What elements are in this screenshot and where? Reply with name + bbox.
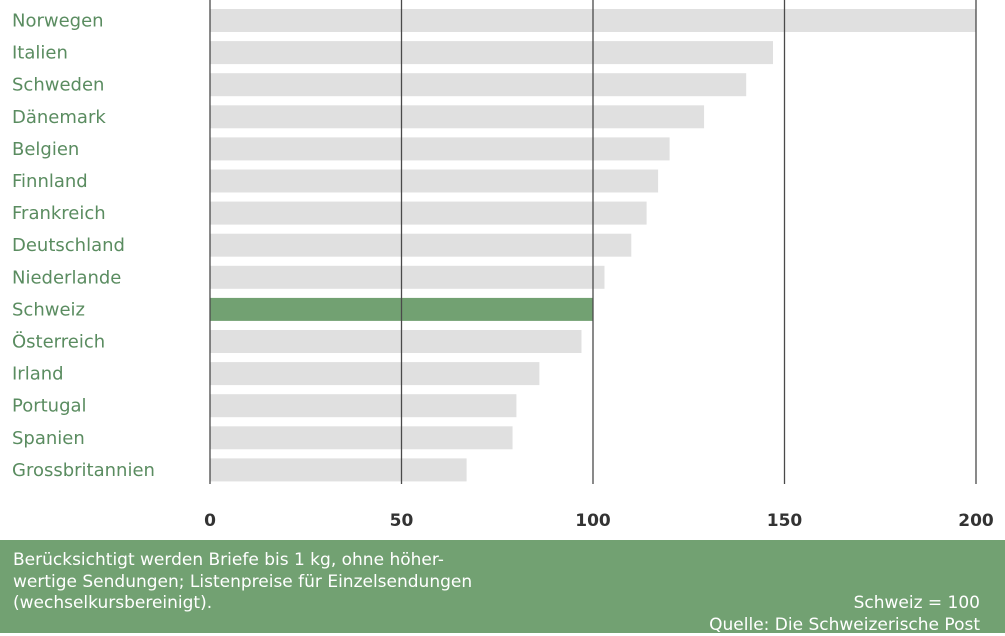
category-label: Dänemark — [12, 107, 106, 128]
bar-belgien — [210, 137, 670, 160]
x-tick-label: 100 — [575, 511, 611, 531]
bar-frankreich — [210, 202, 647, 225]
bar-dänemark — [210, 105, 704, 128]
footer-note-line: Berücksichtigt werden Briefe bis 1 kg, o… — [13, 550, 573, 572]
category-labels-layer: Norwegen Italien Schweden Dänemark Belgien Fi… — [12, 11, 155, 481]
x-tick-label: 0 — [204, 511, 216, 531]
x-tick-label: 150 — [767, 511, 803, 531]
category-label: Belgien — [12, 139, 79, 160]
footer-right: Schweiz = 100 Quelle: Die Schweizerische… — [709, 593, 980, 636]
index-label: Schweiz = 100 — [709, 593, 980, 615]
category-label: Schweiz — [12, 299, 85, 320]
category-label: Deutschland — [12, 235, 125, 256]
category-label: Finnland — [12, 171, 88, 192]
bar-grossbritannien — [210, 458, 467, 481]
bar-italien — [210, 41, 773, 64]
category-label: Portugal — [12, 396, 87, 417]
x-tick-label: 50 — [390, 511, 414, 531]
bar-spanien — [210, 426, 513, 449]
bar-schweden — [210, 73, 746, 96]
tick-labels-layer: 0 50 100 150 200 — [204, 511, 994, 531]
bar-finnland — [210, 170, 658, 193]
bar-österreich — [210, 330, 582, 353]
bar-irland — [210, 362, 539, 385]
bar-niederlande — [210, 266, 604, 289]
chart-footer: Berücksichtigt werden Briefe bis 1 kg, o… — [0, 540, 1005, 633]
footer-note: Berücksichtigt werden Briefe bis 1 kg, o… — [13, 550, 573, 615]
category-label: Frankreich — [12, 203, 106, 224]
bar-chart: Norwegen Italien Schweden Dänemark Belgien Fi… — [0, 0, 1005, 540]
category-label: Grossbritannien — [12, 460, 155, 481]
category-label: Niederlande — [12, 267, 121, 288]
x-tick-label: 200 — [958, 511, 994, 531]
category-label: Norwegen — [12, 11, 104, 32]
footer-note-line: (wechselkursbereinigt). — [13, 593, 573, 615]
category-label: Österreich — [12, 331, 105, 353]
category-label: Spanien — [12, 428, 85, 449]
footer-note-line: wertige Sendungen; Listenpreise für Einz… — [13, 572, 573, 594]
bar-deutschland — [210, 234, 631, 257]
category-label: Irland — [12, 364, 64, 385]
category-label: Italien — [12, 43, 68, 64]
category-label: Schweden — [12, 75, 104, 96]
bar-portugal — [210, 394, 516, 417]
